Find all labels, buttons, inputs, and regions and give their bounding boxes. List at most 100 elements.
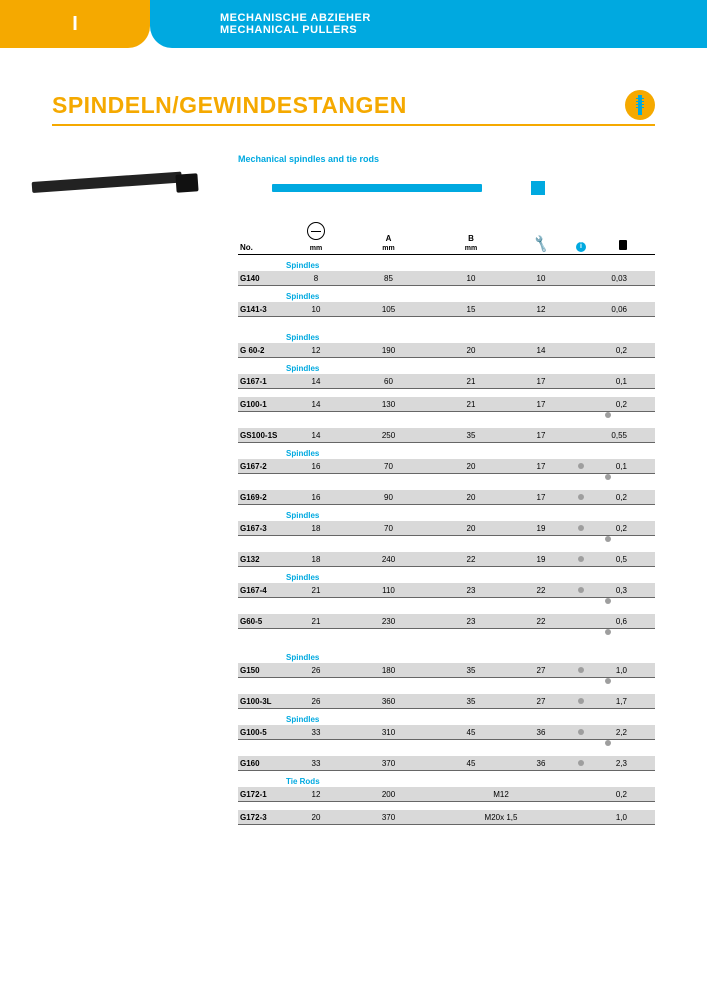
cell-key: 19 [511, 524, 571, 533]
hero-row [52, 170, 655, 208]
cell-key: 22 [511, 586, 571, 595]
info-dot [578, 587, 584, 593]
cell-no: G100-5 [238, 728, 286, 737]
cell-weight: 0,2 [591, 400, 631, 409]
cell-a: 370 [346, 813, 431, 822]
info-dot [578, 667, 584, 673]
table-row: G100-3L2636035271,7 [238, 694, 655, 709]
cell-b: 35 [431, 697, 511, 706]
cell-a: 130 [346, 400, 431, 409]
header-line-en: MECHANICAL PULLERS [220, 24, 707, 36]
cell-no: G169-2 [238, 493, 286, 502]
cell-no: G167-3 [238, 524, 286, 533]
cell-a: 230 [346, 617, 431, 626]
cell-key: 12 [511, 305, 571, 314]
table-row: G172-112200M120,2 [238, 787, 655, 802]
cell-thread: M12 [431, 790, 571, 799]
cell-a: 70 [346, 462, 431, 471]
cell-no: G 60-2 [238, 346, 286, 355]
cell-dia: 33 [286, 728, 346, 737]
group-label: Spindles [238, 358, 655, 374]
group-label: Spindles [238, 709, 655, 725]
cell-no: G132 [238, 555, 286, 564]
cell-key: 17 [511, 462, 571, 471]
section-letter: I [72, 13, 78, 36]
cell-dia: 12 [286, 346, 346, 355]
cell-a: 85 [346, 274, 431, 283]
cell-dia: 26 [286, 697, 346, 706]
cell-b: 20 [431, 524, 511, 533]
cell-a: 70 [346, 524, 431, 533]
cell-weight: 1,0 [591, 666, 631, 675]
cell-dia: 16 [286, 462, 346, 471]
cell-info [571, 759, 591, 768]
col-a: A mm [346, 234, 431, 252]
cell-key: 22 [511, 617, 571, 626]
cell-b: 45 [431, 728, 511, 737]
spindle-category-icon [625, 90, 655, 120]
cell-b: 21 [431, 400, 511, 409]
cell-key: 36 [511, 728, 571, 737]
table-row: G60-52123023220,6 [238, 614, 655, 629]
cell-weight: 0,3 [591, 586, 631, 595]
cell-a: 360 [346, 697, 431, 706]
table-row: G1321824022190,5 [238, 552, 655, 567]
cell-weight: 0,06 [591, 305, 631, 314]
cell-no: G172-1 [238, 790, 286, 799]
group-label: Spindles [238, 327, 655, 343]
cell-weight: 0,1 [591, 377, 631, 386]
info-below-line [238, 474, 655, 482]
info-below-line [238, 536, 655, 544]
cell-info [571, 555, 591, 564]
cell-a: 250 [346, 431, 431, 440]
col-diameter: mm [286, 222, 346, 252]
section-title-bar: MECHANISCHE ABZIEHER MECHANICAL PULLERS [150, 0, 707, 48]
cell-b: 22 [431, 555, 511, 564]
info-dot [605, 536, 611, 542]
info-dot [578, 556, 584, 562]
cell-a: 60 [346, 377, 431, 386]
cell-key: 27 [511, 697, 571, 706]
col-info: i [571, 241, 591, 252]
group-label: Tie Rods [238, 771, 655, 787]
cell-b: 15 [431, 305, 511, 314]
cell-no: G160 [238, 759, 286, 768]
cell-a: 190 [346, 346, 431, 355]
table-row: G167-1146021170,1 [238, 374, 655, 389]
cell-info [571, 493, 591, 502]
cell-thread: M20x 1,5 [431, 813, 571, 822]
cell-dia: 10 [286, 305, 346, 314]
cell-weight: 0,2 [591, 790, 631, 799]
cell-no: G172-3 [238, 813, 286, 822]
spec-table: No. mm A mm B mm 🔧 i SpindlesG1408851010… [238, 222, 655, 825]
cell-key: 27 [511, 666, 571, 675]
page-content: SPINDELN/GEWINDESTANGEN Mechanical spind… [0, 90, 707, 853]
cell-key: 19 [511, 555, 571, 564]
cell-weight: 0,1 [591, 462, 631, 471]
cell-b: 35 [431, 666, 511, 675]
table-row: G167-42111023220,3 [238, 583, 655, 598]
group-label: Spindles [238, 505, 655, 521]
section-tab: I [0, 0, 150, 48]
table-row: G1502618035271,0 [238, 663, 655, 678]
info-dot [605, 678, 611, 684]
cell-a: 240 [346, 555, 431, 564]
info-below-line [238, 740, 655, 748]
cell-no: G140 [238, 274, 286, 283]
cell-key: 17 [511, 400, 571, 409]
page-title: SPINDELN/GEWINDESTANGEN [52, 92, 625, 119]
cell-no: G60-5 [238, 617, 286, 626]
cell-b: 20 [431, 462, 511, 471]
info-dot [605, 629, 611, 635]
cell-weight: 0,03 [591, 274, 631, 283]
table-header: No. mm A mm B mm 🔧 i [238, 222, 655, 255]
cell-b: 10 [431, 274, 511, 283]
group-label: Spindles [238, 647, 655, 663]
cell-info [571, 666, 591, 675]
cell-info [571, 586, 591, 595]
info-dot [605, 412, 611, 418]
cell-a: 90 [346, 493, 431, 502]
info-below-line [238, 629, 655, 637]
page-title-row: SPINDELN/GEWINDESTANGEN [52, 90, 655, 126]
cell-dia: 33 [286, 759, 346, 768]
